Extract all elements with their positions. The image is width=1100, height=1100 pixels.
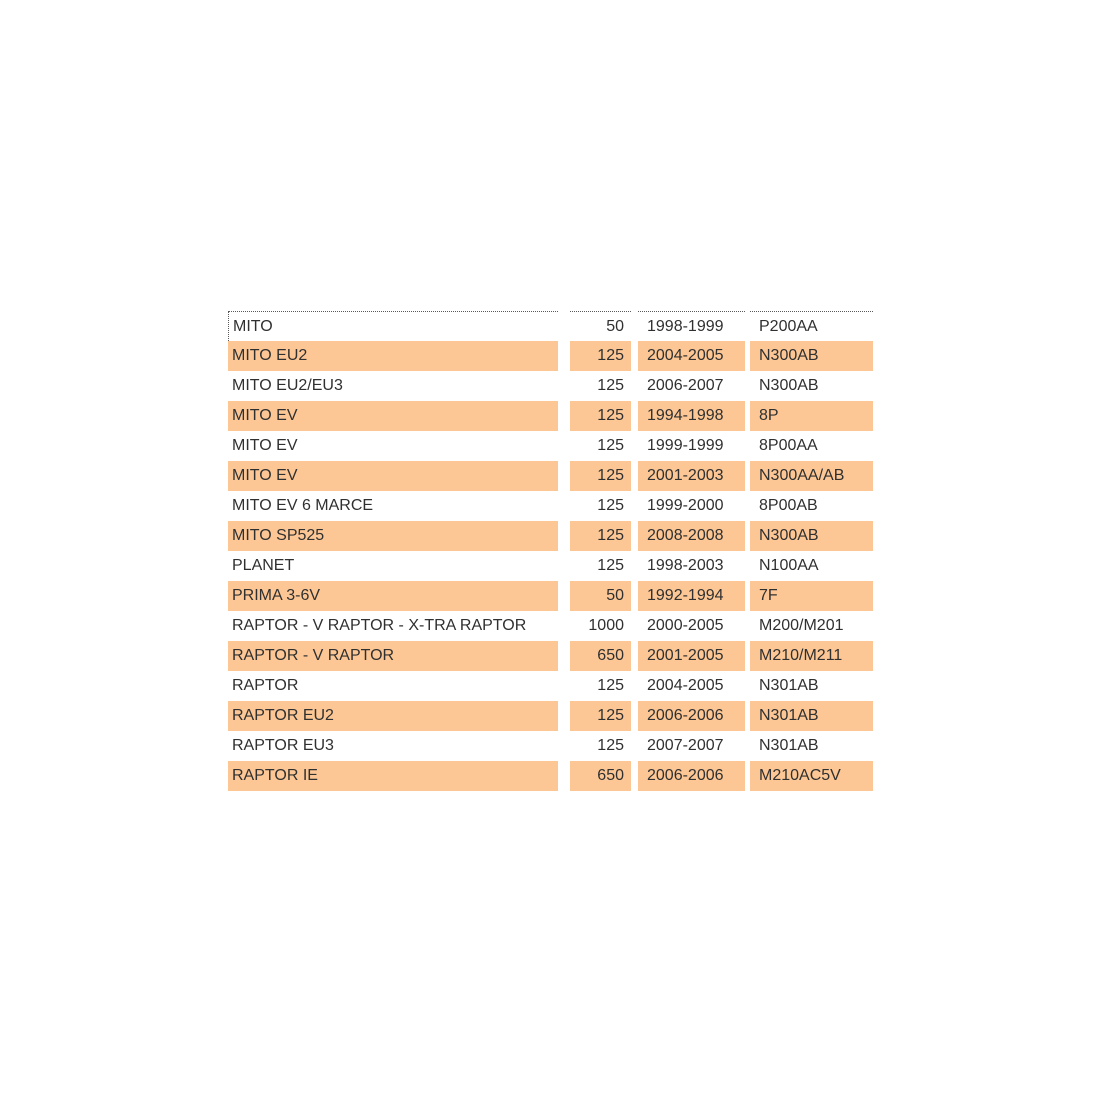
years-cell[interactable]: 1998-1999 xyxy=(638,311,745,341)
table-row: RAPTOR EU2 125 2006-2006 N301AB xyxy=(228,701,873,731)
table-row: PLANET 125 1998-2003 N100AA xyxy=(228,551,873,581)
table-row: MITO EV 125 2001-2003 N300AA/AB xyxy=(228,461,873,491)
model-cell[interactable]: RAPTOR IE xyxy=(228,761,558,791)
code-cell[interactable]: N301AB xyxy=(750,731,873,761)
code-cell[interactable]: 7F xyxy=(750,581,873,611)
displacement-cell[interactable]: 125 xyxy=(570,371,631,401)
model-cell[interactable]: MITO EV xyxy=(228,461,558,491)
code-cell[interactable]: N100AA xyxy=(750,551,873,581)
model-cell[interactable]: RAPTOR - V RAPTOR - X-TRA RAPTOR xyxy=(228,611,558,641)
years-cell[interactable]: 1992-1994 xyxy=(638,581,745,611)
table-row: MITO EV 6 MARCE 125 1999-2000 8P00AB xyxy=(228,491,873,521)
code-cell[interactable]: 8P xyxy=(750,401,873,431)
table-row: MITO EU2/EU3 125 2006-2007 N300AB xyxy=(228,371,873,401)
displacement-cell[interactable]: 125 xyxy=(570,671,631,701)
table-row: RAPTOR 125 2004-2005 N301AB xyxy=(228,671,873,701)
model-cell[interactable]: PLANET xyxy=(228,551,558,581)
years-cell[interactable]: 2004-2005 xyxy=(638,341,745,371)
years-cell[interactable]: 2006-2006 xyxy=(638,701,745,731)
table-row: MITO EV 125 1994-1998 8P xyxy=(228,401,873,431)
displacement-cell[interactable]: 650 xyxy=(570,761,631,791)
displacement-cell[interactable]: 125 xyxy=(570,701,631,731)
model-cell[interactable]: MITO EV xyxy=(228,431,558,461)
code-cell[interactable]: M210AC5V xyxy=(750,761,873,791)
displacement-cell[interactable]: 125 xyxy=(570,731,631,761)
displacement-cell[interactable]: 650 xyxy=(570,641,631,671)
years-cell[interactable]: 2008-2008 xyxy=(638,521,745,551)
fitment-table: MITO 50 1998-1999 P200AA MITO EU2 125 2004-200… xyxy=(228,311,873,791)
model-cell[interactable]: PRIMA 3-6V xyxy=(228,581,558,611)
model-cell[interactable]: MITO SP525 xyxy=(228,521,558,551)
years-cell[interactable]: 1999-2000 xyxy=(638,491,745,521)
code-cell[interactable]: M210/M211 xyxy=(750,641,873,671)
years-cell[interactable]: 1998-2003 xyxy=(638,551,745,581)
model-cell[interactable]: MITO xyxy=(228,311,558,341)
displacement-cell[interactable]: 125 xyxy=(570,551,631,581)
model-cell[interactable]: MITO EU2 xyxy=(228,341,558,371)
model-cell[interactable]: RAPTOR EU2 xyxy=(228,701,558,731)
displacement-cell[interactable]: 50 xyxy=(570,311,631,341)
displacement-cell[interactable]: 125 xyxy=(570,491,631,521)
years-cell[interactable]: 2004-2005 xyxy=(638,671,745,701)
displacement-cell[interactable]: 125 xyxy=(570,401,631,431)
model-cell[interactable]: RAPTOR EU3 xyxy=(228,731,558,761)
model-cell[interactable]: RAPTOR - V RAPTOR xyxy=(228,641,558,671)
code-cell[interactable]: M200/M201 xyxy=(750,611,873,641)
code-cell[interactable]: N301AB xyxy=(750,671,873,701)
table-row: MITO SP525 125 2008-2008 N300AB xyxy=(228,521,873,551)
code-cell[interactable]: N301AB xyxy=(750,701,873,731)
table-row: RAPTOR - V RAPTOR 650 2001-2005 M210/M211 xyxy=(228,641,873,671)
table-row: MITO 50 1998-1999 P200AA xyxy=(228,311,873,341)
displacement-cell[interactable]: 125 xyxy=(570,431,631,461)
code-cell[interactable]: P200AA xyxy=(750,311,873,341)
displacement-cell[interactable]: 50 xyxy=(570,581,631,611)
code-cell[interactable]: N300AB xyxy=(750,371,873,401)
displacement-cell[interactable]: 125 xyxy=(570,341,631,371)
table-row: MITO EV 125 1999-1999 8P00AA xyxy=(228,431,873,461)
years-cell[interactable]: 2007-2007 xyxy=(638,731,745,761)
years-cell[interactable]: 2000-2005 xyxy=(638,611,745,641)
model-cell[interactable]: MITO EU2/EU3 xyxy=(228,371,558,401)
years-cell[interactable]: 1994-1998 xyxy=(638,401,745,431)
model-cell[interactable]: MITO EV 6 MARCE xyxy=(228,491,558,521)
code-cell[interactable]: N300AB xyxy=(750,521,873,551)
years-cell[interactable]: 2006-2007 xyxy=(638,371,745,401)
model-cell[interactable]: RAPTOR xyxy=(228,671,558,701)
code-cell[interactable]: 8P00AA xyxy=(750,431,873,461)
table-row: RAPTOR IE 650 2006-2006 M210AC5V xyxy=(228,761,873,791)
years-cell[interactable]: 2006-2006 xyxy=(638,761,745,791)
table-row: PRIMA 3-6V 50 1992-1994 7F xyxy=(228,581,873,611)
years-cell[interactable]: 2001-2003 xyxy=(638,461,745,491)
displacement-cell[interactable]: 1000 xyxy=(570,611,631,641)
code-cell[interactable]: 8P00AB xyxy=(750,491,873,521)
table-row: RAPTOR EU3 125 2007-2007 N301AB xyxy=(228,731,873,761)
years-cell[interactable]: 2001-2005 xyxy=(638,641,745,671)
table-row: MITO EU2 125 2004-2005 N300AB xyxy=(228,341,873,371)
table-row: RAPTOR - V RAPTOR - X-TRA RAPTOR 1000 2000… xyxy=(228,611,873,641)
code-cell[interactable]: N300AA/AB xyxy=(750,461,873,491)
displacement-cell[interactable]: 125 xyxy=(570,521,631,551)
model-cell[interactable]: MITO EV xyxy=(228,401,558,431)
years-cell[interactable]: 1999-1999 xyxy=(638,431,745,461)
displacement-cell[interactable]: 125 xyxy=(570,461,631,491)
code-cell[interactable]: N300AB xyxy=(750,341,873,371)
